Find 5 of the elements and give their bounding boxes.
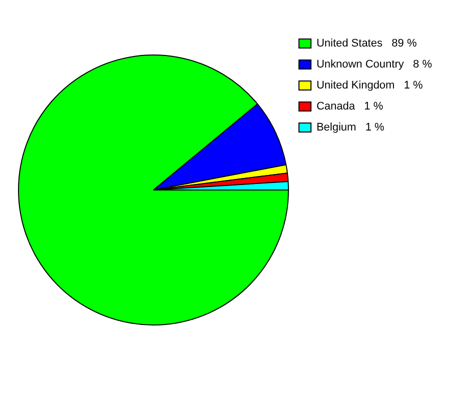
legend-label: Canada 1 %	[316, 100, 384, 113]
legend-label: United States 89 %	[316, 38, 417, 50]
legend-label: United Kingdom 1 %	[316, 80, 424, 92]
legend-label: Unknown Country 8 %	[316, 58, 432, 71]
legend-label: Belgium 1 %	[316, 122, 385, 134]
